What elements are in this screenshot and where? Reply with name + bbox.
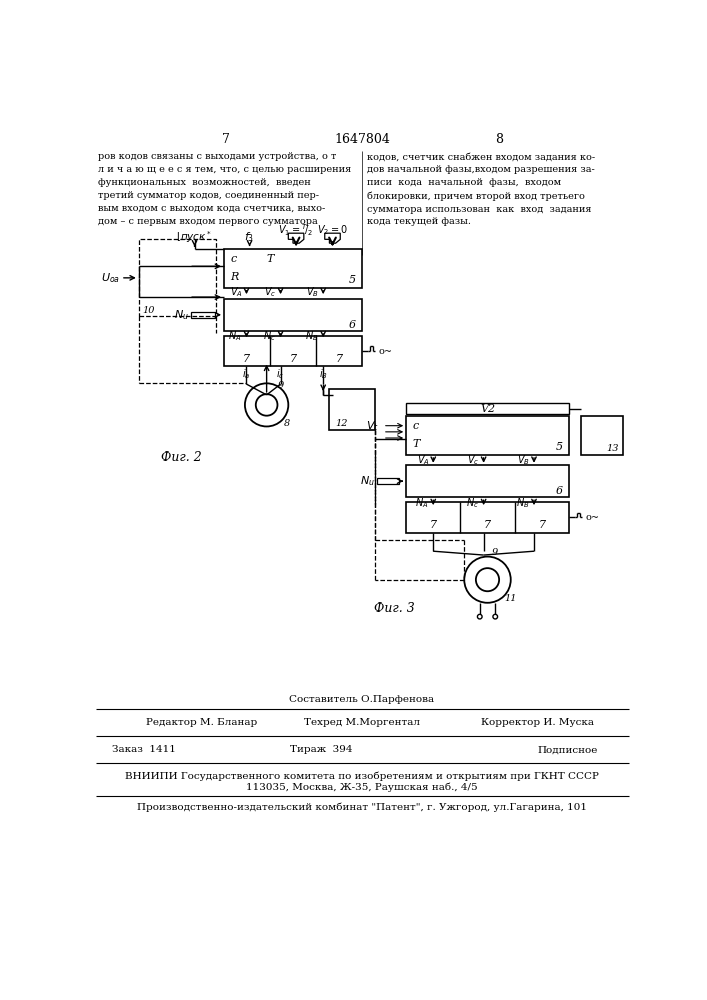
Text: Техред М.Моргентал: Техред М.Моргентал (304, 718, 420, 727)
Text: 5: 5 (556, 442, 563, 452)
Text: 7: 7 (243, 354, 250, 364)
Text: $V_A$: $V_A$ (416, 453, 429, 467)
Text: Производственно-издательский комбинат "Патент", г. Ужгород, ул.Гагарина, 101: Производственно-издательский комбинат "П… (137, 802, 587, 812)
Text: 5: 5 (349, 275, 356, 285)
Text: $i_c$: $i_c$ (276, 367, 285, 381)
Text: o~: o~ (585, 513, 599, 522)
Text: Заказ  1411: Заказ 1411 (112, 745, 175, 754)
Text: R: R (230, 272, 238, 282)
Text: Подписное: Подписное (538, 745, 598, 754)
Text: 9: 9 (277, 381, 284, 390)
Bar (139, 239, 216, 316)
Bar (192, 312, 215, 318)
Text: $N_A$: $N_A$ (228, 329, 242, 342)
Text: $V_2=0$: $V_2=0$ (317, 223, 348, 237)
Text: Фиг. 3: Фиг. 3 (374, 602, 415, 615)
Text: 7: 7 (289, 354, 296, 364)
Text: $V_B$: $V_B$ (306, 286, 320, 299)
Text: 1647804: 1647804 (334, 133, 390, 146)
Text: 6: 6 (556, 486, 563, 496)
Text: 11: 11 (505, 594, 517, 603)
Text: V2: V2 (480, 404, 495, 414)
Text: $N_u$: $N_u$ (361, 474, 375, 488)
Bar (406, 416, 569, 455)
Text: 13: 13 (607, 444, 619, 453)
Text: 10: 10 (143, 306, 155, 315)
Text: $N_c$: $N_c$ (263, 329, 276, 342)
Text: Корректор И. Муска: Корректор И. Муска (481, 718, 595, 727)
Bar (378, 478, 399, 484)
Text: Редактор М. Бланар: Редактор М. Бланар (146, 718, 258, 727)
Bar (224, 249, 362, 288)
Text: $N_B$: $N_B$ (516, 496, 530, 510)
Text: $f_3$: $f_3$ (245, 230, 255, 244)
Text: $\lfloor пуск^*$: $\lfloor пуск^*$ (177, 229, 213, 245)
Text: $N_A$: $N_A$ (415, 496, 428, 510)
Text: 7: 7 (484, 520, 491, 530)
Bar (406, 502, 569, 533)
Bar (580, 416, 623, 455)
Text: 7: 7 (336, 354, 343, 364)
Text: T: T (412, 439, 420, 449)
Text: 6: 6 (349, 320, 356, 330)
Bar (406, 403, 569, 414)
Text: ров кодов связаны с выходами устройства, о т​
л и ч а ю щ е е с я тем, что, с це: ров кодов связаны с выходами устройства,… (98, 152, 351, 226)
Text: 7: 7 (538, 520, 545, 530)
Text: кодов, счетчик снабжен входом задания ко-
дов начальной фазы,входом разрешения з: кодов, счетчик снабжен входом задания ко… (368, 152, 595, 226)
Text: ВНИИПИ Государственного комитета по изобретениям и открытиям при ГКНТ СССР: ВНИИПИ Государственного комитета по изоб… (125, 771, 599, 781)
Text: $V_c$: $V_c$ (264, 286, 276, 299)
Text: Фиг. 2: Фиг. 2 (161, 451, 201, 464)
Text: $i_a$: $i_a$ (243, 367, 251, 381)
Text: $V_B$: $V_B$ (518, 453, 530, 467)
Text: c: c (412, 421, 419, 431)
Text: $i_B$: $i_B$ (319, 367, 327, 381)
Text: 7: 7 (221, 133, 230, 146)
Text: Тираж  394: Тираж 394 (290, 745, 352, 754)
Text: $N_B$: $N_B$ (305, 329, 319, 342)
Text: $V_c$: $V_c$ (467, 453, 480, 467)
Text: $N_c$: $N_c$ (466, 496, 479, 510)
Bar (224, 299, 362, 331)
Text: $V_A$: $V_A$ (230, 286, 243, 299)
Text: $N_u$: $N_u$ (174, 308, 189, 322)
Text: 7: 7 (430, 520, 437, 530)
Bar (329, 389, 375, 430)
Text: 9: 9 (492, 548, 498, 557)
Text: 12: 12 (335, 419, 347, 428)
Text: $V_1=^T\!/_2$: $V_1=^T\!/_2$ (279, 222, 314, 238)
Text: 8: 8 (495, 133, 503, 146)
Text: $V_t$: $V_t$ (366, 420, 379, 433)
Bar (224, 336, 362, 366)
Text: 113035, Москва, Ж-35, Раушская наб., 4/5: 113035, Москва, Ж-35, Раушская наб., 4/5 (246, 783, 478, 792)
Text: T: T (267, 254, 274, 264)
Bar (406, 465, 569, 497)
Text: Составитель О.Парфенова: Составитель О.Парфенова (289, 695, 435, 704)
Text: $U_{оа}$: $U_{оа}$ (100, 271, 119, 285)
Text: 8: 8 (284, 419, 290, 428)
Text: c: c (230, 254, 236, 264)
Text: o~: o~ (378, 347, 392, 356)
